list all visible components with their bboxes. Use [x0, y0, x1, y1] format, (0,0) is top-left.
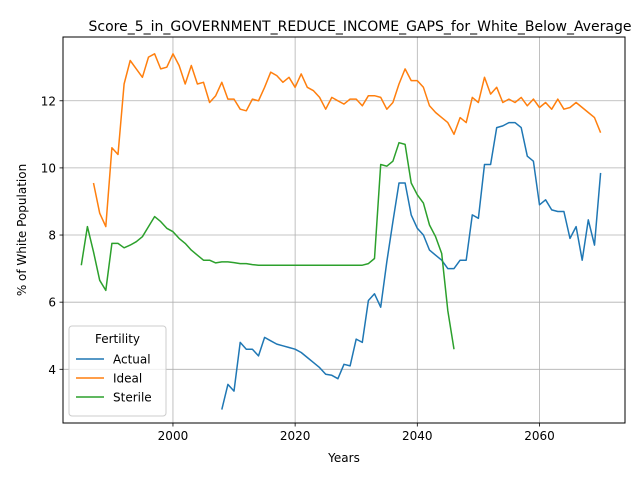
chart-title: Score_5_in_GOVERNMENT_REDUCE_INCOME_GAPS… — [89, 19, 632, 35]
series-lines — [80, 53, 602, 410]
legend-box — [68, 325, 167, 417]
legend: Fertility Actual Ideal Sterile — [68, 325, 167, 417]
legend-label-ideal: Ideal — [113, 372, 142, 386]
series-line-sterile — [80, 141, 455, 350]
legend-label-actual: Actual — [113, 353, 151, 367]
y-tick-label: 4 — [48, 363, 56, 377]
legend-label-sterile: Sterile — [113, 391, 152, 405]
x-tick-label: 2060 — [524, 429, 555, 443]
plot-frame — [62, 36, 626, 424]
y-tick-label: 12 — [41, 94, 56, 108]
y-tick-label: 10 — [41, 161, 56, 175]
axis-ticks: 2000 2020 2040 2060 4 6 8 10 12 — [41, 94, 555, 443]
x-tick-label: 2000 — [158, 429, 189, 443]
series-line-ideal — [92, 53, 602, 228]
series-line-actual — [221, 121, 602, 410]
y-axis-label: % of White Population — [15, 164, 29, 296]
y-tick-label: 8 — [48, 229, 56, 243]
x-tick-label: 2020 — [280, 429, 311, 443]
y-tick-label: 6 — [48, 296, 56, 310]
x-tick-label: 2040 — [402, 429, 433, 443]
x-axis-label: Years — [327, 451, 360, 465]
legend-title: Fertility — [95, 332, 140, 346]
